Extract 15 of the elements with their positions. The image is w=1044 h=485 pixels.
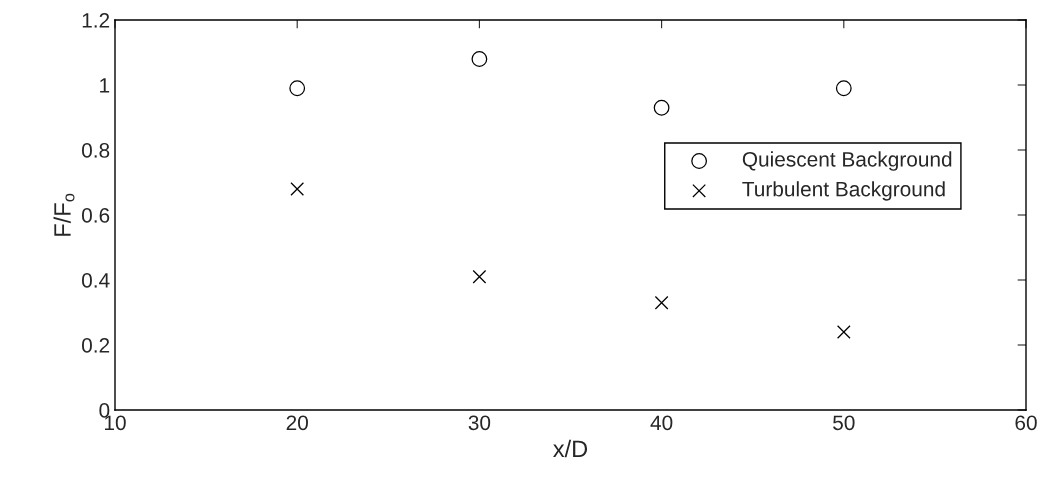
y-tick-label: 1	[100, 78, 110, 93]
x-tick-label: 20	[286, 415, 308, 431]
y-tick-label: 0.8	[81, 143, 110, 158]
legend-label: Quiescent Background	[742, 151, 952, 171]
x-axis-title: x/D	[553, 439, 588, 458]
x-tick-label: 40	[650, 415, 673, 431]
y-tick-label: 0.2	[81, 338, 110, 353]
y-tick-label: 1.2	[82, 13, 110, 28]
y-axis-title: F/F$_{o}$	[53, 193, 75, 236]
x-tick-label: 60	[1015, 415, 1037, 431]
y-tick-label: 0.6	[81, 208, 110, 223]
x-tick-label: 50	[833, 415, 855, 431]
legend-label: Turbulent Background	[742, 181, 945, 201]
x-tick-label: 30	[468, 415, 491, 431]
y-tick-label: 0.4	[81, 273, 110, 288]
